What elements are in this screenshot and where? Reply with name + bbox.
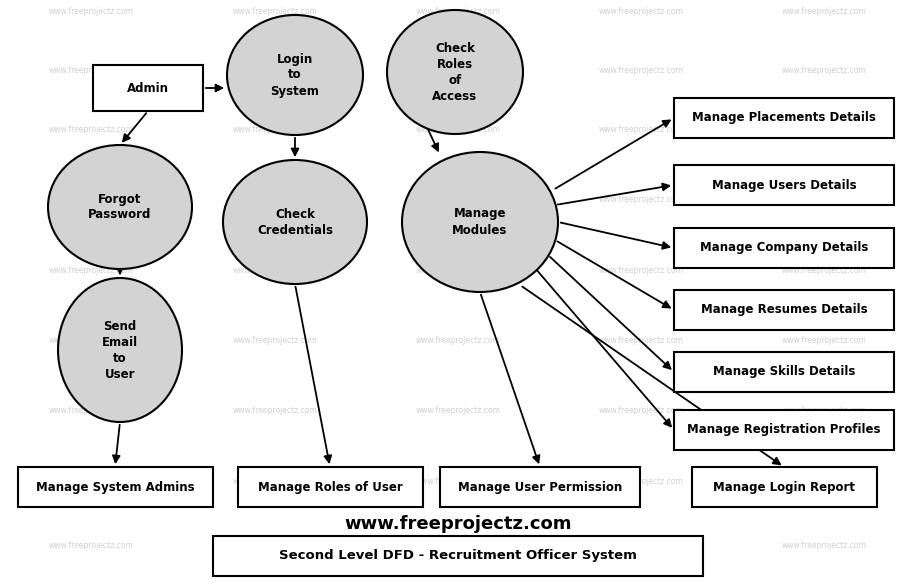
- Text: www.freeprojectz.com: www.freeprojectz.com: [782, 66, 867, 75]
- Text: www.freeprojectz.com: www.freeprojectz.com: [344, 515, 572, 533]
- Ellipse shape: [58, 278, 182, 422]
- Text: Admin: Admin: [127, 82, 169, 95]
- FancyBboxPatch shape: [674, 290, 894, 330]
- Text: Manage
Modules: Manage Modules: [453, 207, 507, 237]
- Text: www.freeprojectz.com: www.freeprojectz.com: [782, 124, 867, 134]
- Text: www.freeprojectz.com: www.freeprojectz.com: [233, 336, 317, 345]
- Text: www.freeprojectz.com: www.freeprojectz.com: [782, 406, 867, 416]
- Text: Send
Email
to
User: Send Email to User: [102, 319, 138, 380]
- Text: www.freeprojectz.com: www.freeprojectz.com: [49, 477, 134, 486]
- FancyBboxPatch shape: [674, 410, 894, 450]
- FancyBboxPatch shape: [674, 165, 894, 205]
- Text: Forgot
Password: Forgot Password: [88, 193, 152, 221]
- Text: www.freeprojectz.com: www.freeprojectz.com: [233, 7, 317, 16]
- Text: www.freeprojectz.com: www.freeprojectz.com: [599, 195, 683, 204]
- Text: www.freeprojectz.com: www.freeprojectz.com: [49, 124, 134, 134]
- Text: www.freeprojectz.com: www.freeprojectz.com: [233, 66, 317, 75]
- Text: www.freeprojectz.com: www.freeprojectz.com: [416, 124, 500, 134]
- FancyBboxPatch shape: [213, 536, 703, 576]
- Text: www.freeprojectz.com: www.freeprojectz.com: [233, 124, 317, 134]
- Text: Manage Users Details: Manage Users Details: [712, 178, 856, 191]
- FancyBboxPatch shape: [674, 98, 894, 138]
- Text: www.freeprojectz.com: www.freeprojectz.com: [233, 541, 317, 551]
- Text: www.freeprojectz.com: www.freeprojectz.com: [49, 406, 134, 416]
- Text: www.freeprojectz.com: www.freeprojectz.com: [599, 7, 683, 16]
- FancyBboxPatch shape: [674, 352, 894, 392]
- Text: www.freeprojectz.com: www.freeprojectz.com: [49, 195, 134, 204]
- Text: www.freeprojectz.com: www.freeprojectz.com: [49, 7, 134, 16]
- Text: www.freeprojectz.com: www.freeprojectz.com: [233, 195, 317, 204]
- Text: Login
to
System: Login to System: [270, 52, 320, 97]
- Text: www.freeprojectz.com: www.freeprojectz.com: [599, 406, 683, 416]
- Text: www.freeprojectz.com: www.freeprojectz.com: [416, 477, 500, 486]
- Text: www.freeprojectz.com: www.freeprojectz.com: [233, 406, 317, 416]
- FancyBboxPatch shape: [692, 467, 877, 507]
- Text: www.freeprojectz.com: www.freeprojectz.com: [49, 265, 134, 275]
- Text: Manage Roles of User: Manage Roles of User: [257, 481, 402, 494]
- Text: www.freeprojectz.com: www.freeprojectz.com: [49, 66, 134, 75]
- Text: www.freeprojectz.com: www.freeprojectz.com: [599, 265, 683, 275]
- Text: www.freeprojectz.com: www.freeprojectz.com: [49, 541, 134, 551]
- Text: www.freeprojectz.com: www.freeprojectz.com: [782, 541, 867, 551]
- Text: Manage Skills Details: Manage Skills Details: [713, 366, 856, 379]
- Text: www.freeprojectz.com: www.freeprojectz.com: [599, 336, 683, 345]
- Text: Manage Company Details: Manage Company Details: [700, 241, 868, 255]
- Text: www.freeprojectz.com: www.freeprojectz.com: [416, 541, 500, 551]
- Text: www.freeprojectz.com: www.freeprojectz.com: [233, 265, 317, 275]
- Ellipse shape: [402, 152, 558, 292]
- FancyBboxPatch shape: [17, 467, 213, 507]
- Ellipse shape: [387, 10, 523, 134]
- Text: www.freeprojectz.com: www.freeprojectz.com: [233, 477, 317, 486]
- Ellipse shape: [48, 145, 192, 269]
- Text: www.freeprojectz.com: www.freeprojectz.com: [416, 265, 500, 275]
- Text: Manage Placements Details: Manage Placements Details: [692, 112, 876, 124]
- Text: Check
Roles
of
Access: Check Roles of Access: [432, 42, 477, 103]
- Text: www.freeprojectz.com: www.freeprojectz.com: [782, 477, 867, 486]
- Text: Manage Login Report: Manage Login Report: [713, 481, 855, 494]
- FancyBboxPatch shape: [93, 65, 203, 111]
- Text: www.freeprojectz.com: www.freeprojectz.com: [416, 66, 500, 75]
- Text: Manage User Permission: Manage User Permission: [458, 481, 622, 494]
- Text: www.freeprojectz.com: www.freeprojectz.com: [599, 124, 683, 134]
- Ellipse shape: [223, 160, 367, 284]
- Text: www.freeprojectz.com: www.freeprojectz.com: [599, 66, 683, 75]
- Text: www.freeprojectz.com: www.freeprojectz.com: [599, 477, 683, 486]
- Text: www.freeprojectz.com: www.freeprojectz.com: [782, 195, 867, 204]
- Text: Second Level DFD - Recruitment Officer System: Second Level DFD - Recruitment Officer S…: [279, 549, 637, 562]
- Text: Manage Registration Profiles: Manage Registration Profiles: [687, 423, 881, 437]
- Text: Manage System Admins: Manage System Admins: [36, 481, 194, 494]
- Text: www.freeprojectz.com: www.freeprojectz.com: [416, 7, 500, 16]
- Text: www.freeprojectz.com: www.freeprojectz.com: [416, 195, 500, 204]
- Ellipse shape: [227, 15, 363, 135]
- Text: www.freeprojectz.com: www.freeprojectz.com: [49, 336, 134, 345]
- Text: www.freeprojectz.com: www.freeprojectz.com: [416, 406, 500, 416]
- FancyBboxPatch shape: [674, 228, 894, 268]
- Text: www.freeprojectz.com: www.freeprojectz.com: [782, 7, 867, 16]
- Text: Check
Credentials: Check Credentials: [257, 207, 333, 237]
- FancyBboxPatch shape: [237, 467, 422, 507]
- Text: www.freeprojectz.com: www.freeprojectz.com: [782, 265, 867, 275]
- Text: www.freeprojectz.com: www.freeprojectz.com: [599, 541, 683, 551]
- Text: www.freeprojectz.com: www.freeprojectz.com: [416, 336, 500, 345]
- Text: www.freeprojectz.com: www.freeprojectz.com: [782, 336, 867, 345]
- Text: Manage Resumes Details: Manage Resumes Details: [701, 303, 867, 316]
- FancyBboxPatch shape: [440, 467, 640, 507]
